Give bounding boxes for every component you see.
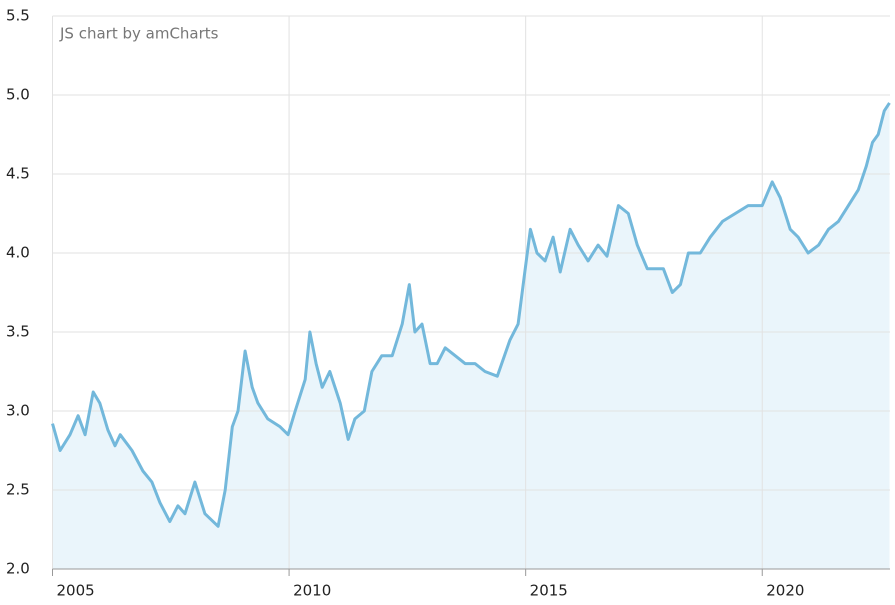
x-tick-label: 2015 — [530, 582, 568, 600]
y-tick-label: 5.5 — [6, 7, 30, 25]
y-tick-label: 4.5 — [6, 165, 30, 183]
x-tick-label: 2020 — [766, 582, 804, 600]
x-tick-label: 2010 — [293, 582, 331, 600]
y-tick-label: 4.0 — [6, 244, 30, 262]
y-tick-label: 2.0 — [6, 560, 30, 578]
area — [52, 102, 890, 570]
y-tick-label: 2.5 — [6, 481, 30, 499]
credit: JS chart by amCharts — [59, 25, 219, 43]
x-tick-label: 2005 — [57, 582, 95, 600]
y-tick-label: 3.0 — [6, 402, 30, 420]
y-tick-label: 3.5 — [6, 323, 30, 341]
y-tick-label: 5.0 — [6, 86, 30, 104]
line — [51, 102, 891, 528]
